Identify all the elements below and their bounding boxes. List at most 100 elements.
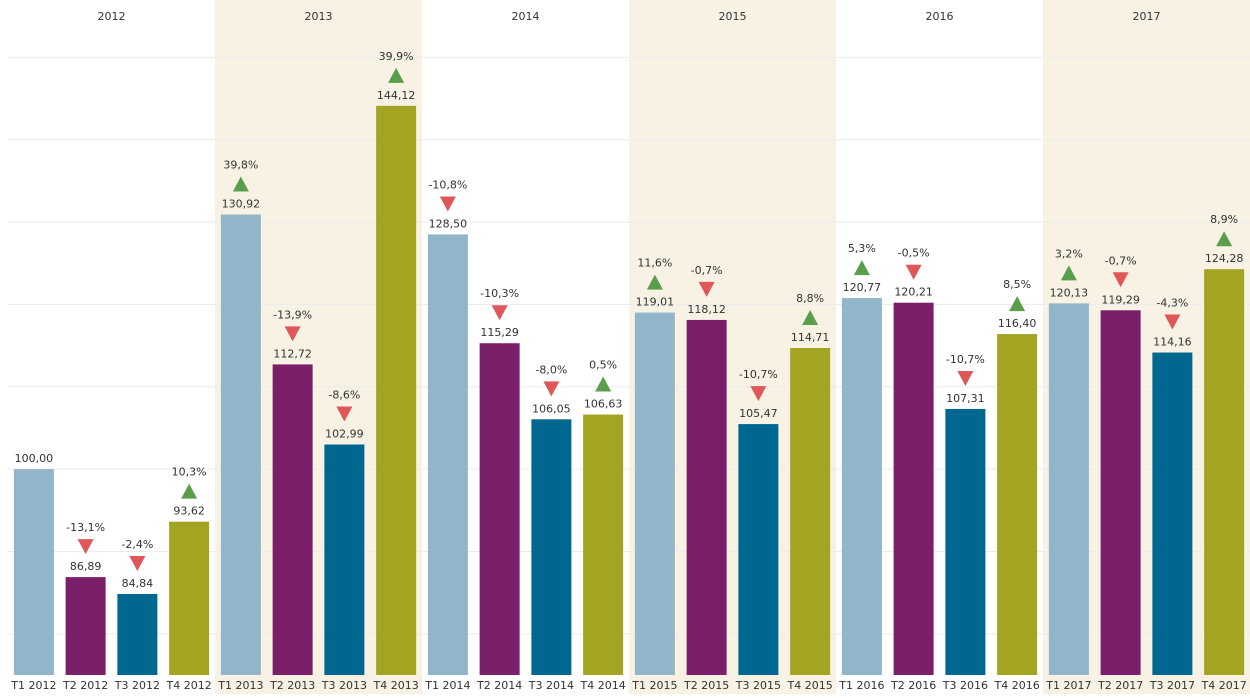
- bar: [531, 419, 572, 675]
- value-label: 120,77: [843, 281, 882, 294]
- change-marker: [750, 386, 767, 402]
- change-marker: [543, 381, 560, 397]
- bar: [1152, 352, 1193, 675]
- change-marker: [77, 539, 94, 555]
- change-label: -10,3%: [480, 287, 519, 300]
- bar: [272, 364, 313, 675]
- year-label: 2017: [1133, 10, 1161, 23]
- value-label: 116,40: [998, 317, 1037, 330]
- bar: [945, 408, 986, 675]
- change-marker: [595, 376, 612, 392]
- year-label: 2014: [512, 10, 540, 23]
- bar: [169, 521, 210, 675]
- bar: [1204, 269, 1245, 675]
- value-label: 120,13: [1050, 286, 1089, 299]
- x-tick-label: T3 2013: [321, 679, 367, 692]
- x-tick-label: T2 2015: [683, 679, 729, 692]
- change-marker: [1164, 314, 1181, 330]
- value-label: 118,12: [687, 303, 726, 316]
- value-label: 106,05: [532, 402, 571, 415]
- change-label: -10,7%: [946, 353, 985, 366]
- x-tick-label: T4 2016: [994, 679, 1040, 692]
- bar: [13, 469, 54, 675]
- bar: [479, 343, 520, 675]
- change-marker: [336, 406, 353, 422]
- change-label: -13,1%: [66, 521, 105, 534]
- change-marker: [181, 483, 198, 499]
- change-label: -8,6%: [328, 389, 360, 402]
- change-label: -0,7%: [691, 264, 723, 277]
- bar: [738, 424, 779, 675]
- value-label: 130,92: [222, 198, 261, 211]
- value-label: 86,89: [70, 560, 102, 573]
- value-label: 114,16: [1153, 336, 1192, 349]
- change-marker: [957, 370, 974, 386]
- bar: [1048, 303, 1089, 675]
- value-label: 102,99: [325, 428, 364, 441]
- change-marker: [1009, 296, 1026, 312]
- value-label: 107,31: [946, 392, 985, 405]
- value-label: 105,47: [739, 407, 778, 420]
- x-tick-label: T2 2014: [476, 679, 522, 692]
- bar: [117, 593, 158, 675]
- x-tick-label: T1 2012: [10, 679, 56, 692]
- bar: [893, 302, 934, 675]
- x-tick-label: T1 2017: [1045, 679, 1091, 692]
- value-label: 120,21: [894, 286, 933, 299]
- x-tick-label: T3 2017: [1149, 679, 1195, 692]
- change-label: 11,6%: [637, 257, 672, 270]
- year-label: 2016: [926, 10, 954, 23]
- bar: [634, 312, 675, 675]
- value-label: 106,63: [584, 398, 623, 411]
- x-tick-label: T1 2015: [631, 679, 677, 692]
- year-label: 2013: [305, 10, 333, 23]
- change-marker: [1060, 265, 1077, 281]
- value-label: 84,84: [122, 577, 154, 590]
- bar: [427, 234, 468, 675]
- bar: [841, 298, 882, 675]
- value-label: 112,72: [273, 347, 312, 360]
- value-label: 100,00: [15, 452, 54, 465]
- value-label: 124,28: [1205, 252, 1244, 265]
- x-tick-label: T3 2012: [114, 679, 160, 692]
- change-label: -10,8%: [428, 178, 467, 191]
- x-tick-label: T4 2014: [580, 679, 626, 692]
- value-label: 119,01: [636, 296, 675, 309]
- value-label: 93,62: [173, 505, 205, 518]
- x-tick-label: T2 2013: [269, 679, 315, 692]
- year-label: 2012: [98, 10, 126, 23]
- change-label: -0,5%: [898, 247, 930, 260]
- x-tick-label: T4 2017: [1201, 679, 1247, 692]
- bar: [220, 214, 261, 676]
- bar: [376, 105, 417, 676]
- x-tick-label: T4 2012: [166, 679, 212, 692]
- change-marker: [905, 264, 922, 280]
- change-marker: [232, 176, 249, 192]
- change-label: -8,0%: [535, 363, 567, 376]
- change-marker: [646, 274, 663, 290]
- change-marker: [853, 260, 870, 276]
- change-label: 8,9%: [1210, 213, 1238, 226]
- change-label: -10,7%: [739, 368, 778, 381]
- x-tick-label: T2 2017: [1097, 679, 1143, 692]
- value-label: 114,71: [791, 331, 830, 344]
- x-tick-label: T4 2013: [373, 679, 419, 692]
- bar: [65, 577, 106, 675]
- change-marker: [802, 310, 819, 326]
- bar: [324, 444, 365, 675]
- change-marker: [129, 555, 146, 571]
- value-label: 119,29: [1101, 293, 1140, 306]
- change-label: 3,2%: [1055, 247, 1083, 260]
- x-tick-label: T3 2016: [942, 679, 988, 692]
- x-tick-label: T1 2016: [838, 679, 884, 692]
- change-label: 8,5%: [1003, 278, 1031, 291]
- x-tick-label: T4 2015: [787, 679, 833, 692]
- change-label: -2,4%: [121, 538, 153, 551]
- change-marker: [284, 326, 301, 342]
- x-tick-label: T1 2013: [217, 679, 263, 692]
- change-label: 39,8%: [223, 159, 258, 172]
- change-marker: [388, 67, 405, 83]
- change-label: 0,5%: [589, 359, 617, 372]
- bar: [583, 414, 624, 675]
